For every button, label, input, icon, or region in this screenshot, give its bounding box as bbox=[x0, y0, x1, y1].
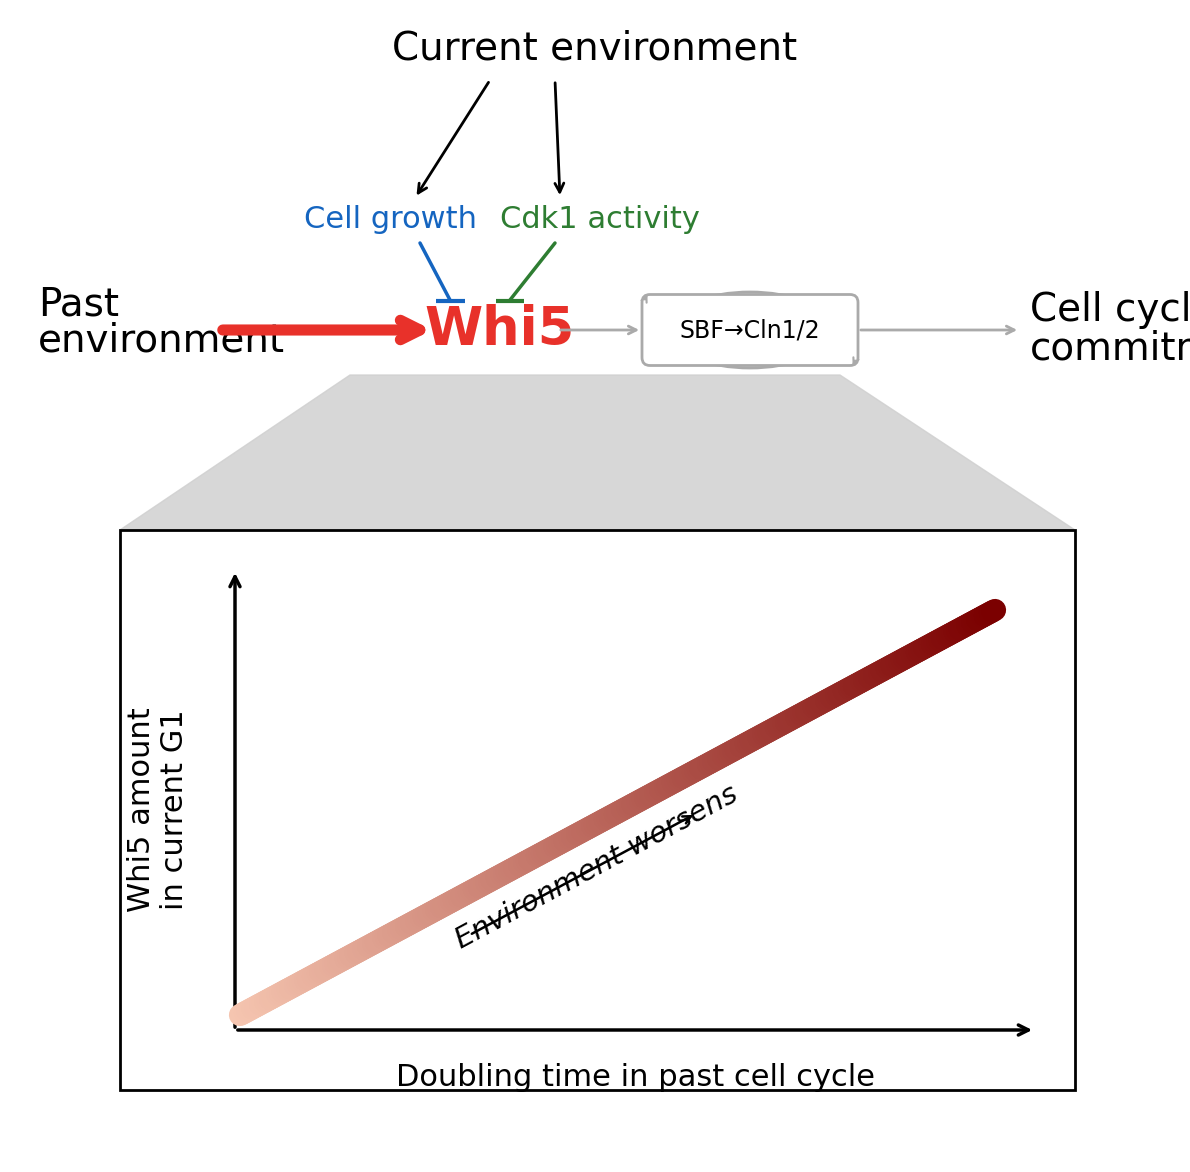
Bar bbox=[120, 530, 1075, 1090]
Text: Cdk1 activity: Cdk1 activity bbox=[500, 205, 700, 234]
Text: commitment: commitment bbox=[1031, 329, 1190, 367]
Text: Doubling time in past cell cycle: Doubling time in past cell cycle bbox=[395, 1063, 875, 1092]
Text: Past: Past bbox=[38, 286, 119, 323]
Text: Whi5 amount
in current G1: Whi5 amount in current G1 bbox=[126, 708, 189, 912]
FancyBboxPatch shape bbox=[641, 294, 858, 366]
Text: Whi5: Whi5 bbox=[425, 304, 575, 356]
Text: SBF→Cln1/2: SBF→Cln1/2 bbox=[679, 318, 820, 342]
Text: environment: environment bbox=[38, 321, 284, 359]
Text: Cell growth: Cell growth bbox=[303, 205, 476, 234]
Text: Cell cycle: Cell cycle bbox=[1031, 291, 1190, 329]
Text: Current environment: Current environment bbox=[393, 29, 797, 67]
Polygon shape bbox=[120, 375, 1075, 530]
Text: Environment worsens: Environment worsens bbox=[451, 781, 743, 954]
